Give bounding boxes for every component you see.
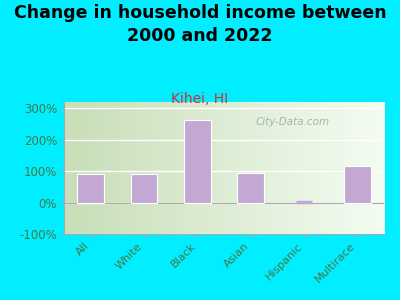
Bar	[77, 174, 104, 202]
Text: Kihei, HI: Kihei, HI	[172, 92, 228, 106]
Bar	[344, 166, 371, 202]
Text: City-Data.com: City-Data.com	[256, 117, 330, 127]
Bar	[184, 120, 211, 202]
Text: Change in household income between
2000 and 2022: Change in household income between 2000 …	[14, 4, 386, 45]
Bar	[237, 173, 264, 202]
Bar	[131, 174, 157, 202]
